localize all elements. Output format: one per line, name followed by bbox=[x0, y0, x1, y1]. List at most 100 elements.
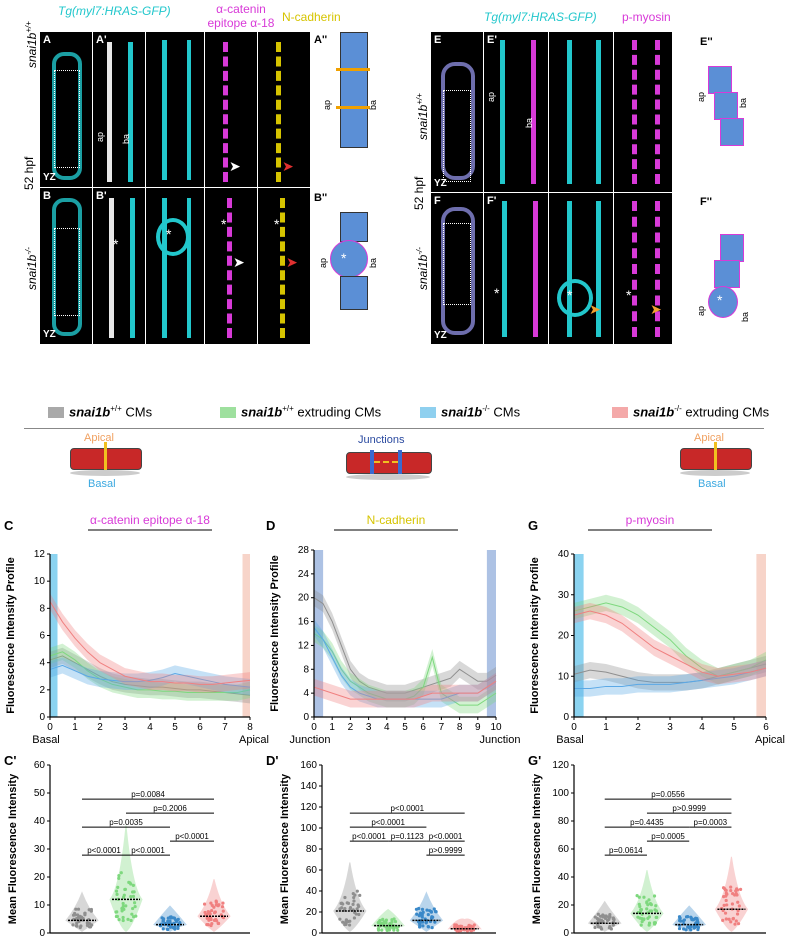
data-point bbox=[735, 887, 739, 891]
data-point bbox=[454, 924, 458, 928]
data-point bbox=[127, 880, 131, 884]
violin bbox=[197, 879, 231, 932]
data-point bbox=[653, 921, 657, 925]
data-point bbox=[735, 912, 740, 916]
apical-label-right: Apical bbox=[694, 432, 724, 444]
chart-title-D: N-cadherin bbox=[367, 513, 426, 527]
x-end-label-start: Basal bbox=[556, 734, 584, 746]
x-tick-label: 7 bbox=[222, 722, 228, 733]
data-point bbox=[76, 907, 81, 911]
legend-label: CMs bbox=[489, 404, 521, 420]
y-axis-label: Mean Fluorescence Intensity bbox=[7, 773, 19, 924]
panel-B-image: B YZ bbox=[40, 188, 92, 344]
panel-F-image: F YZ bbox=[431, 193, 483, 344]
x-end-label-end: Junction bbox=[480, 734, 521, 746]
legend-genotype: -/- bbox=[674, 404, 682, 413]
data-point bbox=[173, 927, 177, 931]
data-point bbox=[169, 916, 173, 920]
violin bbox=[109, 825, 143, 932]
data-point bbox=[217, 903, 221, 907]
y-tick-label: 40 bbox=[558, 872, 570, 883]
legend-swatch bbox=[612, 407, 628, 419]
x-tick-label: 7 bbox=[439, 722, 445, 733]
data-point bbox=[725, 903, 729, 907]
data-point bbox=[351, 902, 355, 906]
header-catenin: α-catenin epitope α-18 bbox=[206, 2, 276, 30]
data-point bbox=[470, 925, 474, 929]
basal-label-right: Basal bbox=[698, 478, 726, 490]
data-point bbox=[638, 916, 642, 920]
junctions-label: Junctions bbox=[358, 434, 405, 446]
y-axis-label: Mean Fluorescence Intensity bbox=[279, 773, 291, 924]
apical-label-left: Apical bbox=[84, 432, 114, 444]
data-point bbox=[168, 925, 173, 929]
y-tick-label: 40 bbox=[558, 549, 570, 560]
data-point bbox=[682, 918, 687, 922]
asterisk-F-cyan: * bbox=[567, 287, 573, 303]
panel-A-yellow: ➤ bbox=[258, 32, 310, 187]
x-tick-label: 3 bbox=[366, 722, 372, 733]
panel-A-image: A YZ bbox=[40, 32, 92, 187]
header-tg-left: Tg(myl7:HRAS-GFP) bbox=[58, 4, 171, 18]
x-tick-label: 0 bbox=[311, 722, 317, 733]
legend-swatch bbox=[420, 407, 436, 419]
y-tick-label: 20 bbox=[558, 631, 570, 642]
panel-letter-Cp: C' bbox=[4, 753, 16, 768]
y-tick-label: 40 bbox=[306, 886, 318, 897]
y-tick-label: 0 bbox=[563, 712, 569, 723]
panel-label-E: E bbox=[434, 34, 442, 46]
data-point bbox=[611, 923, 615, 927]
x-tick-label: 4 bbox=[147, 722, 153, 733]
p-value-label: p=0.0084 bbox=[131, 790, 165, 799]
p-value-label: p>0.9999 bbox=[429, 846, 463, 855]
data-point bbox=[347, 923, 352, 927]
data-point bbox=[433, 920, 437, 924]
x-tick-label: 3 bbox=[667, 722, 673, 733]
data-point bbox=[120, 909, 124, 913]
legend-entry: snai1b+/+ extruding CMs bbox=[220, 404, 381, 419]
data-point bbox=[730, 902, 735, 906]
data-point bbox=[603, 916, 608, 921]
data-point bbox=[432, 907, 436, 911]
data-point bbox=[460, 924, 464, 928]
data-point bbox=[420, 915, 424, 919]
data-point bbox=[357, 912, 361, 917]
data-point bbox=[433, 909, 438, 914]
data-point bbox=[387, 928, 391, 932]
data-point bbox=[729, 888, 733, 893]
data-point bbox=[129, 918, 133, 923]
data-point bbox=[121, 915, 125, 920]
x-tick-label: 2 bbox=[635, 722, 641, 733]
data-point bbox=[417, 906, 421, 911]
legend-gene: snai1b bbox=[441, 404, 483, 420]
data-point bbox=[121, 895, 126, 899]
panel-B-magenta: * ➤ bbox=[205, 188, 257, 344]
data-point bbox=[348, 907, 352, 911]
profile-line-mid bbox=[374, 461, 398, 465]
data-point bbox=[729, 920, 733, 924]
y-tick-label: 60 bbox=[34, 760, 46, 771]
data-point bbox=[131, 894, 136, 898]
panel-letter-Dp: D' bbox=[266, 753, 278, 768]
x-tick-label: 5 bbox=[172, 722, 178, 733]
legend-genotype: +/+ bbox=[282, 404, 294, 413]
series-line bbox=[49, 651, 251, 694]
data-point bbox=[693, 926, 697, 930]
x-tick-label: 1 bbox=[72, 722, 78, 733]
view-label-A: YZ bbox=[43, 172, 56, 183]
x-tick-label: 6 bbox=[763, 722, 769, 733]
legend-entry: snai1b-/- CMs bbox=[420, 404, 520, 419]
header-catenin-line2: epitope α-18 bbox=[207, 16, 275, 30]
highlight-band bbox=[242, 554, 250, 717]
data-point bbox=[74, 924, 79, 928]
data-point bbox=[355, 889, 359, 893]
y-tick-label: 20 bbox=[34, 872, 46, 883]
legend-swatch bbox=[48, 407, 64, 419]
profile-line-left bbox=[104, 442, 107, 470]
data-point bbox=[381, 917, 385, 922]
y-tick-label: 4 bbox=[39, 658, 45, 669]
data-point bbox=[729, 885, 733, 889]
asterisk-Fprime: * bbox=[494, 285, 500, 301]
asterisk-B-magenta: * bbox=[221, 216, 227, 232]
data-point bbox=[421, 910, 425, 914]
